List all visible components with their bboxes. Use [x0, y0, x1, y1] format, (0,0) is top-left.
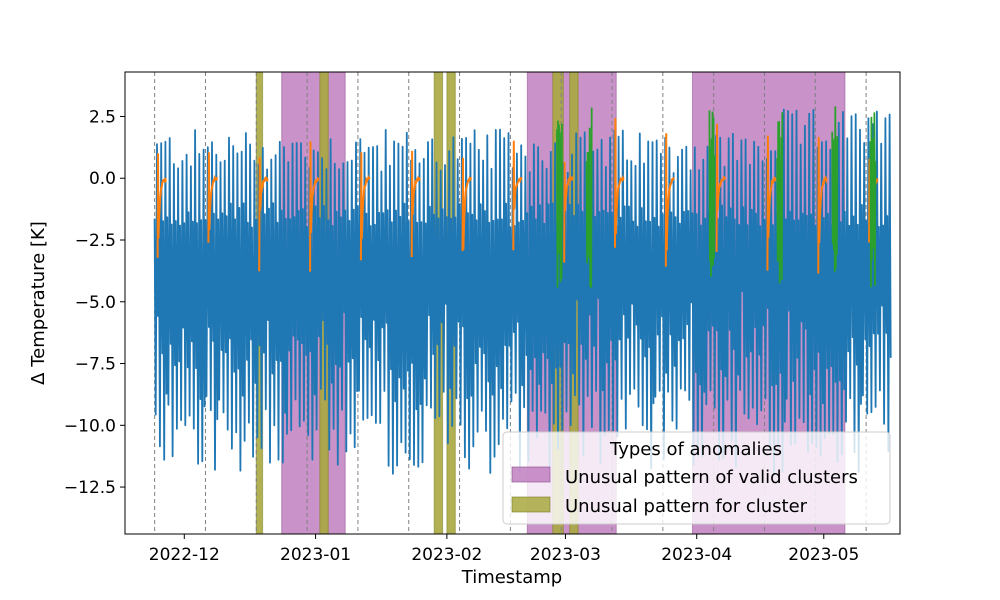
- series-recovery-arc-12: [767, 175, 777, 238]
- series-recovery-arc-7: [513, 176, 523, 209]
- series-alt-segment-1: [585, 107, 593, 288]
- series-recovery-spike-5: [410, 150, 414, 258]
- series-recovery-spike-10: [664, 133, 668, 267]
- series-alt-segment-4: [831, 106, 839, 273]
- legend-title: Types of anomalies: [609, 439, 782, 460]
- y-tick-label-5: −10.0: [64, 416, 116, 436]
- x-tick-label-2: 2023-02: [411, 545, 482, 565]
- series-recovery-spike-9: [614, 117, 617, 248]
- legend-label-cluster: Unusual pattern for cluster: [565, 496, 808, 517]
- legend-swatch-valid-clusters: [511, 466, 551, 483]
- legend: Types of anomalies Unusual pattern of va…: [502, 431, 891, 525]
- series-recovery-spike-11: [715, 123, 719, 252]
- series-recovery-spike-6: [461, 157, 465, 252]
- series-recovery-spike-7: [512, 140, 516, 251]
- y-tick-label-6: −12.5: [64, 478, 116, 498]
- series-recovery-spike-12: [766, 135, 770, 271]
- y-tick-label-3: −5.0: [75, 293, 116, 313]
- series-recovery-arc-8: [564, 174, 574, 210]
- series-alt-segment-5: [869, 112, 877, 288]
- series-main-line: [153, 108, 892, 475]
- series-alt-segment-0: [556, 120, 563, 288]
- series-recovery-arc-4: [360, 174, 371, 240]
- series-recovery-spike-1: [207, 152, 211, 243]
- temperature-series: [153, 106, 892, 475]
- y-tick-label-1: 0.0: [89, 169, 116, 189]
- series-recovery-arc-10: [665, 177, 676, 251]
- series-recovery-arc-9: [614, 174, 625, 235]
- series-recovery-spike-3: [309, 141, 312, 272]
- series-recovery-arc-3: [309, 176, 320, 233]
- series-recovery-arc-2: [259, 175, 269, 210]
- legend-box: [502, 431, 891, 525]
- x-axis-label: Timestamp: [461, 567, 562, 588]
- y-tick-label-4: −7.5: [75, 355, 116, 375]
- x-tick-label-5: 2023-05: [788, 545, 859, 565]
- series-recovery-arc-13: [818, 175, 828, 244]
- series-recovery-spike-0: [156, 153, 160, 258]
- x-tick-label-4: 2023-04: [661, 545, 732, 565]
- series-recovery-arc-6: [462, 176, 472, 249]
- legend-swatch-cluster: [511, 496, 551, 513]
- y-tick-label-0: 2.5: [89, 107, 116, 127]
- y-tick-label-2: −2.5: [75, 231, 116, 251]
- legend-label-valid-clusters: Unusual pattern of valid clusters: [565, 467, 858, 488]
- x-tick-label-0: 2022-12: [149, 545, 220, 565]
- series-recovery-arc-11: [716, 175, 726, 211]
- series-recovery-arc-1: [208, 174, 218, 230]
- series-recovery-spike-4: [359, 152, 363, 261]
- x-axis: 2022-12 2023-01 2023-02 2023-03 2023-04 2023-…: [149, 534, 859, 565]
- y-axis: 2.5 0.0 −2.5 −5.0 −7.5 −10.0 −12.5: [64, 107, 125, 498]
- series-recovery-spike-2: [258, 156, 262, 272]
- y-axis-label: Δ Temperature [K]: [28, 221, 49, 385]
- series-recovery-arc-0: [157, 177, 167, 238]
- series-alt-segment-2: [708, 110, 716, 277]
- series-recovery-arc-5: [411, 175, 421, 215]
- series-alt-segment-3: [776, 112, 784, 284]
- series-recovery-spike-8: [563, 161, 566, 263]
- series-recovery-spike-13: [817, 136, 821, 274]
- x-tick-label-1: 2023-01: [280, 545, 351, 565]
- x-tick-label-3: 2023-03: [530, 545, 601, 565]
- plot-frame: [124, 71, 901, 535]
